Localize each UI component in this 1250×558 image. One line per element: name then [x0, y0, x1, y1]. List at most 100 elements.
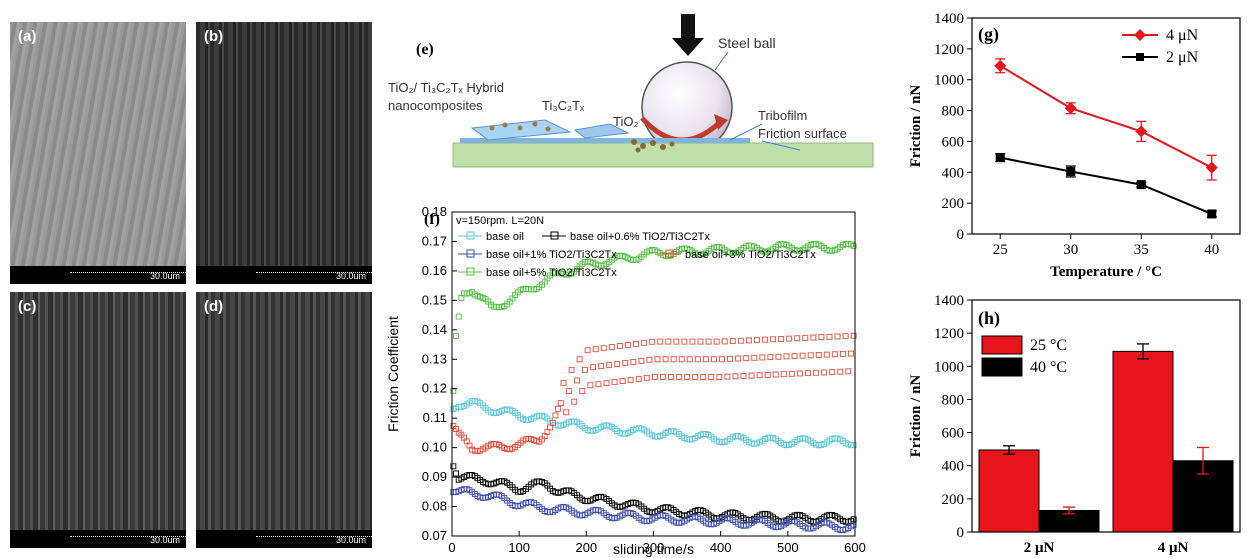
- data-point: [770, 336, 777, 343]
- data-point: [641, 339, 648, 346]
- data-point: [576, 356, 583, 363]
- legend-entry: base oil: [458, 231, 524, 243]
- scale-text: 30.0um: [335, 535, 366, 545]
- data-point: [759, 354, 766, 361]
- data-point: [614, 361, 621, 367]
- data-point: [778, 335, 785, 342]
- y-tick-label: 0.13: [422, 351, 447, 366]
- data-point: [762, 336, 768, 343]
- chart-panel-label: (h): [978, 308, 1000, 329]
- data-point: [850, 442, 857, 449]
- legend-label: 4 μN: [1166, 27, 1199, 44]
- data-point: [579, 388, 586, 395]
- data-point: [619, 378, 626, 384]
- data-point: [649, 338, 656, 345]
- data-point: [573, 377, 580, 384]
- y-tick-label: 0.18: [422, 204, 447, 219]
- x-tick-label: 35: [1134, 242, 1149, 258]
- data-point: [850, 521, 857, 528]
- data-point: [587, 382, 594, 389]
- series-1: [995, 153, 1217, 219]
- data-point: [694, 356, 701, 363]
- data-point: [571, 398, 578, 405]
- data-point: [616, 343, 623, 349]
- data-point: [818, 334, 825, 341]
- data-point: [799, 352, 806, 359]
- data-point: [756, 372, 763, 379]
- legend-label: 2 μN: [1166, 49, 1199, 66]
- y-tick-label: 0.08: [422, 499, 447, 514]
- x-axis-label: sliding time/s: [613, 541, 694, 557]
- data-point: [831, 351, 838, 358]
- panel-label: (d): [204, 298, 224, 315]
- y-tick-label: 400: [942, 459, 965, 475]
- data-point: [563, 409, 570, 416]
- data-point: [837, 368, 844, 375]
- data-point: [740, 372, 747, 379]
- data-point: [786, 335, 793, 342]
- data-point: [796, 370, 803, 377]
- data-point: [1135, 125, 1148, 138]
- legend-label: base oil+3% TiO2/Ti3C2Tx: [685, 249, 816, 261]
- legend-label: 40 °C: [1030, 359, 1067, 376]
- data-point: [684, 373, 691, 380]
- data-point: [767, 354, 774, 361]
- data-point: [850, 516, 857, 523]
- steel-ball-label: Steel ball: [718, 35, 776, 51]
- x-tick-label: 400: [710, 540, 732, 555]
- data-point: [711, 356, 717, 363]
- data-point: [702, 356, 709, 363]
- data-point: [735, 355, 742, 362]
- data-point: [665, 338, 672, 345]
- data-point: [565, 388, 572, 395]
- data-point: [815, 352, 822, 358]
- legend-label: base oil: [486, 231, 524, 243]
- data-point: [598, 363, 605, 370]
- data-point: [1205, 161, 1218, 174]
- y-tick-label: 1400: [934, 293, 964, 309]
- series-line: [999, 64, 1213, 169]
- data-point: [850, 242, 857, 249]
- y-tick-label: 0: [957, 525, 965, 541]
- y-tick-label: 0.12: [422, 381, 447, 396]
- scale-bar: 30.0um: [196, 266, 372, 284]
- load-arrow-icon: [672, 14, 704, 56]
- data-point: [732, 373, 739, 380]
- x-tick-label: 0: [448, 540, 455, 555]
- y-tick-label: 0.09: [422, 469, 447, 484]
- series-0: [450, 397, 857, 449]
- data-point: [805, 370, 811, 377]
- data-point: [764, 371, 771, 378]
- y-tick-label: 400: [942, 165, 965, 181]
- data-point: [630, 358, 637, 365]
- data-point: [638, 357, 645, 364]
- data-point: [560, 379, 567, 386]
- schematic-label: (e): [416, 41, 434, 58]
- data-point: [668, 373, 674, 380]
- data-point: [603, 380, 610, 387]
- sem-texture: [10, 292, 186, 548]
- hybrid-label-2: nanocomposites: [388, 98, 483, 113]
- data-point: [582, 366, 588, 373]
- y-axis-label: Friction / nN: [908, 85, 924, 168]
- data-point: [584, 347, 591, 354]
- x-tick-label: 600: [844, 540, 866, 555]
- data-point: [643, 374, 650, 381]
- scale-text: 30.0um: [149, 271, 180, 281]
- scale-bar: 30.0um: [10, 530, 186, 548]
- ti3c2tx-label: Ti₃C₂Tₓ: [542, 98, 585, 113]
- data-point: [568, 366, 575, 373]
- data-point: [721, 338, 728, 345]
- series-2: [450, 486, 857, 534]
- data-point: [646, 356, 653, 363]
- data-point: [810, 334, 817, 341]
- y-tick-label: 0.07: [422, 528, 447, 543]
- data-point: [753, 337, 760, 343]
- data-point: [552, 412, 559, 419]
- chart-annotation: v=150rpm. L=20N: [456, 215, 544, 227]
- data-point: [994, 59, 1007, 72]
- y-tick-label: 800: [942, 392, 965, 408]
- chart-panel-label: (g): [978, 24, 999, 45]
- data-point: [748, 372, 755, 379]
